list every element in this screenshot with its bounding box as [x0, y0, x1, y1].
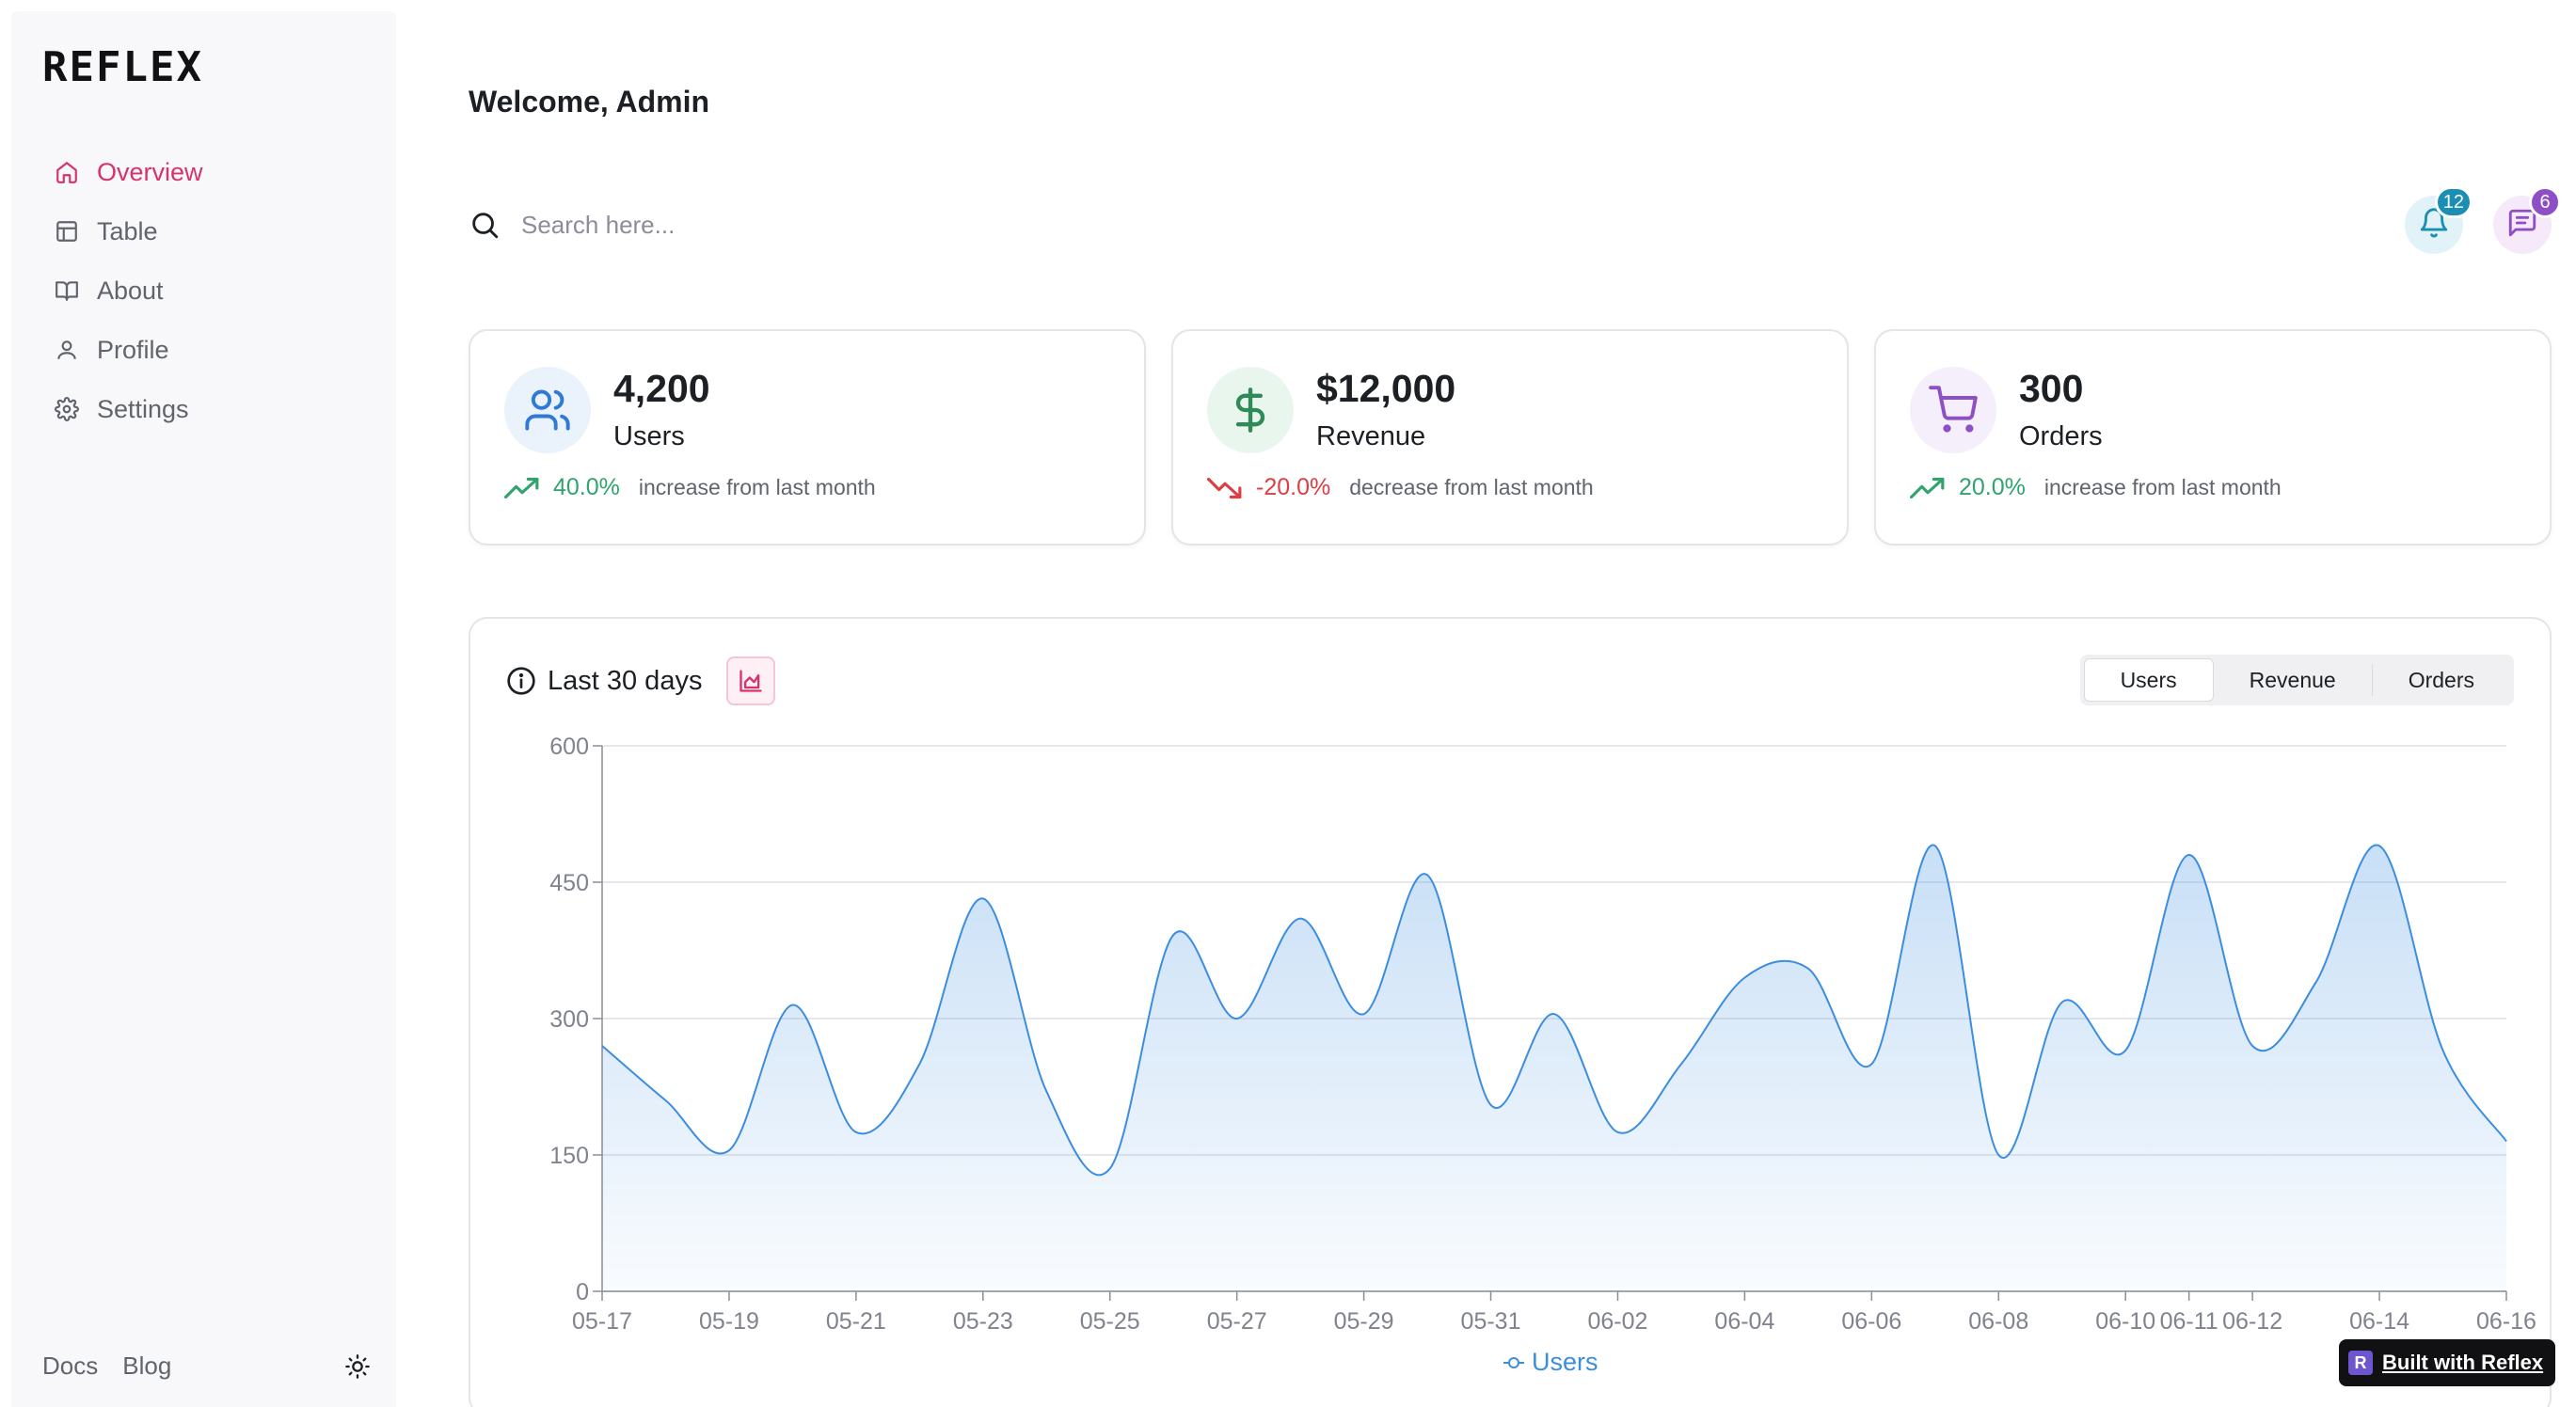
- stat-change: 40.0%: [553, 474, 620, 500]
- sidebar-item-label: Profile: [97, 335, 169, 364]
- gear-icon: [54, 396, 80, 422]
- sidebar-footer: Docs Blog: [42, 1352, 372, 1381]
- x-tick-label: 05-21: [826, 1308, 886, 1335]
- tab-users[interactable]: Users: [2083, 658, 2214, 702]
- x-tick-label: 06-16: [2476, 1308, 2536, 1335]
- x-tick-label: 05-17: [572, 1308, 632, 1335]
- area-chart-toggle-button[interactable]: [726, 656, 776, 705]
- reflex-logo-icon: R: [2348, 1351, 2373, 1375]
- x-tick-label: 06-04: [1714, 1308, 1774, 1335]
- sidebar-item-profile[interactable]: Profile: [42, 324, 390, 376]
- sidebar-item-label: Table: [97, 216, 158, 245]
- stat-change: -20.0%: [1256, 474, 1331, 500]
- stat-label: Orders: [2019, 421, 2103, 451]
- search-icon: [469, 209, 501, 241]
- search-input[interactable]: [521, 205, 1274, 245]
- stat-label: Users: [613, 421, 685, 451]
- x-tick-label: 06-12: [2222, 1308, 2282, 1335]
- y-tick-label: 300: [549, 1006, 589, 1033]
- stat-label: Revenue: [1316, 421, 1426, 451]
- x-tick-label: 06-14: [2349, 1308, 2409, 1335]
- built-with-label: Built with Reflex: [2382, 1351, 2544, 1374]
- y-tick-label: 450: [549, 870, 589, 896]
- stat-value: 300: [2019, 367, 2084, 410]
- docs-link[interactable]: Docs: [42, 1352, 99, 1380]
- x-tick-label: 06-10: [2095, 1308, 2155, 1335]
- home-icon: [54, 159, 80, 185]
- x-tick-label: 05-31: [1461, 1308, 1521, 1335]
- sidebar-item-label: Overview: [97, 157, 203, 186]
- dollar-icon: [1207, 367, 1294, 453]
- notification-count-badge: 12: [2434, 186, 2473, 218]
- x-tick-label: 06-11: [2160, 1308, 2218, 1335]
- stat-change-desc: increase from last month: [2043, 475, 2282, 499]
- sidebar-nav: Overview Table About Profile: [42, 146, 390, 442]
- chart-title: Last 30 days: [548, 665, 703, 696]
- stat-value: 4,200: [613, 367, 710, 410]
- sidebar-item-settings[interactable]: Settings: [42, 383, 390, 435]
- notifications-button[interactable]: 12: [2405, 186, 2473, 254]
- x-tick-label: 06-08: [1968, 1308, 2028, 1335]
- y-tick-label: 600: [549, 734, 589, 760]
- chart-series-tabs: Users Revenue Orders: [2079, 655, 2514, 705]
- stat-value: $12,000: [1316, 367, 1456, 410]
- chart-panel: 0 150 300 450 600 05-17 05-19 05-21 05-23 05-25 05…: [469, 617, 2552, 1407]
- stat-change-desc: decrease from last month: [1349, 475, 1594, 499]
- y-tick-label: 150: [549, 1143, 589, 1169]
- stat-card-revenue: $12,000 Revenue -20.0% decrease from las…: [1171, 329, 1849, 545]
- stat-change-desc: increase from last month: [638, 475, 876, 499]
- trending-up-icon: [1910, 475, 1946, 501]
- series-line-users: [601, 844, 2507, 1177]
- sidebar-item-about[interactable]: About: [42, 264, 390, 317]
- user-icon: [54, 337, 80, 363]
- message-count-badge: 6: [2529, 186, 2561, 218]
- area-chart: 0 150 300 450 600 05-17 05-19 05-21 05-23 05-25 05…: [549, 734, 2536, 1376]
- y-tick-label: 0: [576, 1279, 589, 1305]
- stat-card-users: 4,200 Users 40.0% increase from last mon…: [469, 329, 1146, 545]
- sidebar: REFLEX Overview Table About: [11, 11, 396, 1407]
- chart-panel-header: Last 30 days: [506, 656, 776, 705]
- x-tick-label: 05-27: [1207, 1308, 1267, 1335]
- sidebar-item-table[interactable]: Table: [42, 205, 390, 258]
- info-icon[interactable]: [506, 666, 536, 696]
- x-tick-label: 05-25: [1080, 1308, 1140, 1335]
- x-tick-label: 06-02: [1587, 1308, 1647, 1335]
- sidebar-item-overview[interactable]: Overview: [42, 146, 390, 198]
- book-icon: [54, 277, 80, 304]
- users-icon: [504, 367, 591, 453]
- table-icon: [54, 218, 80, 245]
- stat-card-orders: 300 Orders 20.0% increase from last mont…: [1874, 329, 2552, 545]
- stat-trend: 20.0% increase from last month: [1910, 474, 2282, 501]
- sidebar-item-label: About: [97, 276, 164, 305]
- x-tick-label: 06-06: [1841, 1308, 1901, 1335]
- page-title: Welcome, Admin: [469, 85, 710, 119]
- trending-up-icon: [504, 475, 540, 501]
- tab-revenue[interactable]: Revenue: [2249, 667, 2336, 692]
- legend-label: Users: [1532, 1348, 1598, 1376]
- series-area-users: [602, 845, 2506, 1291]
- stat-trend: -20.0% decrease from last month: [1207, 474, 1594, 501]
- sidebar-item-label: Settings: [97, 394, 189, 423]
- sun-icon[interactable]: [343, 1352, 372, 1381]
- tab-orders[interactable]: Orders: [2408, 667, 2474, 692]
- tab-separator: [2371, 664, 2373, 696]
- cart-icon: [1910, 367, 1996, 453]
- x-tick-label: 05-29: [1334, 1308, 1394, 1335]
- logo[interactable]: REFLEX: [42, 43, 203, 91]
- built-with-reflex-badge[interactable]: R Built with Reflex: [2339, 1339, 2555, 1386]
- legend-marker: [1508, 1357, 1519, 1368]
- blog-link[interactable]: Blog: [122, 1352, 172, 1380]
- stat-trend: 40.0% increase from last month: [504, 474, 876, 501]
- stat-change: 20.0%: [1959, 474, 2026, 500]
- main-content: Welcome, Admin 12 6 4,200 Users: [469, 0, 2561, 1407]
- messages-button[interactable]: 6: [2493, 186, 2561, 254]
- x-tick-label: 05-23: [953, 1308, 1013, 1335]
- chart-area-icon: [739, 670, 763, 692]
- x-tick-label: 05-19: [699, 1308, 759, 1335]
- trending-down-icon: [1207, 475, 1243, 501]
